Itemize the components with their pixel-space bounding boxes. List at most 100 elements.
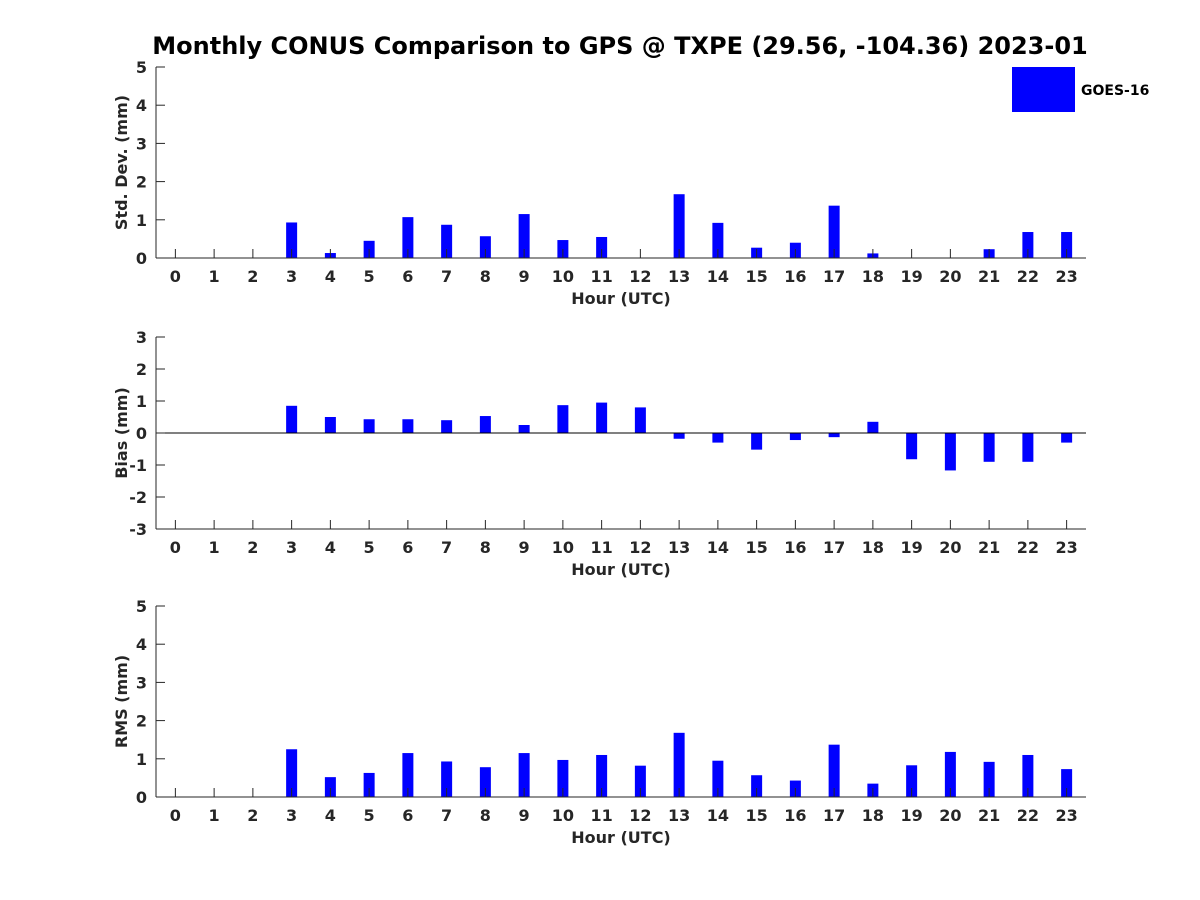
x-tick-label-13: 13: [668, 267, 690, 286]
bar-hour-17: [828, 433, 840, 438]
x-tick-label-22: 22: [1017, 267, 1039, 286]
x-tick-label-19: 19: [900, 267, 922, 286]
bar-hour-14: [712, 760, 724, 797]
bar-hour-6: [402, 217, 414, 258]
x-tick-label-17: 17: [823, 806, 845, 825]
x-tick-label-12: 12: [629, 267, 651, 286]
chart-title: Monthly CONUS Comparison to GPS @ TXPE (…: [152, 32, 1087, 60]
y-tick-label: 3: [136, 673, 147, 692]
x-tick-label-20: 20: [939, 267, 961, 286]
bar-hour-13: [673, 433, 685, 439]
y-tick-label: 0: [136, 249, 147, 268]
bar-hour-11: [596, 754, 608, 797]
bar-hour-16: [789, 433, 801, 441]
bar-hour-14: [712, 433, 724, 443]
legend: GOES-16: [1012, 67, 1149, 112]
bar-hour-10: [557, 759, 569, 797]
x-tick-label-4: 4: [325, 267, 336, 286]
x-tick-label-22: 22: [1017, 538, 1039, 557]
bar-hour-20: [944, 751, 956, 797]
bar-hour-11: [596, 402, 608, 433]
x-tick-label-14: 14: [707, 267, 729, 286]
x-tick-label-3: 3: [286, 806, 297, 825]
y-tick-label: 1: [136, 211, 147, 230]
x-tick-label-20: 20: [939, 806, 961, 825]
bar-hour-23: [1061, 769, 1073, 797]
y-tick-label: 2: [136, 712, 147, 731]
y-tick-label: 3: [136, 134, 147, 153]
x-tick-label-11: 11: [590, 806, 612, 825]
bar-hour-7: [441, 761, 453, 797]
x-tick-label-17: 17: [823, 267, 845, 286]
bar-hour-3: [286, 749, 298, 797]
x-tick-label-8: 8: [480, 267, 491, 286]
bar-hour-14: [712, 222, 724, 258]
x-tick-label-21: 21: [978, 267, 1000, 286]
x-tick-label-23: 23: [1055, 538, 1077, 557]
y-tick-label: -2: [129, 488, 147, 507]
x-tick-label-18: 18: [862, 806, 884, 825]
x-tick-label-14: 14: [707, 538, 729, 557]
x-axis-label: Hour (UTC): [571, 289, 671, 308]
x-tick-label-2: 2: [247, 806, 258, 825]
x-tick-label-15: 15: [745, 806, 767, 825]
bar-hour-4: [324, 777, 336, 797]
x-tick-label-16: 16: [784, 538, 806, 557]
x-tick-label-8: 8: [480, 806, 491, 825]
panel-3: 0 1 2 3 4 5 6 7 8 9 10 11 12 13 14 15 16 17 18 19 20 21 22 2301…: [112, 597, 1086, 847]
bar-hour-10: [557, 405, 569, 433]
x-tick-label-5: 5: [364, 267, 375, 286]
bar-hour-17: [828, 744, 840, 797]
x-tick-label-6: 6: [402, 806, 413, 825]
x-tick-label-23: 23: [1055, 806, 1077, 825]
bar-hour-8: [479, 767, 491, 797]
x-tick-label-13: 13: [668, 806, 690, 825]
y-axis-label: RMS (mm): [112, 655, 131, 748]
bar-hour-13: [673, 732, 685, 797]
y-tick-label: 3: [136, 328, 147, 347]
y-tick-label: 0: [136, 424, 147, 443]
bar-hour-22: [1022, 433, 1034, 462]
bar-hour-23: [1061, 433, 1073, 443]
x-tick-label-9: 9: [519, 806, 530, 825]
x-tick-label-12: 12: [629, 806, 651, 825]
x-tick-label-19: 19: [900, 806, 922, 825]
bar-hour-7: [441, 420, 453, 433]
bar-hour-11: [596, 236, 608, 258]
x-tick-label-21: 21: [978, 538, 1000, 557]
x-tick-label-7: 7: [441, 267, 452, 286]
x-tick-label-15: 15: [745, 538, 767, 557]
x-tick-label-0: 0: [170, 538, 181, 557]
bar-hour-5: [363, 419, 375, 433]
bar-hour-12: [634, 407, 646, 433]
bar-hour-21: [983, 433, 995, 462]
x-tick-label-5: 5: [364, 538, 375, 557]
bar-hour-8: [479, 236, 491, 258]
bar-hour-20: [944, 433, 956, 471]
x-tick-label-14: 14: [707, 806, 729, 825]
x-tick-label-0: 0: [170, 267, 181, 286]
x-tick-label-19: 19: [900, 538, 922, 557]
x-tick-label-10: 10: [552, 538, 574, 557]
bar-hour-5: [363, 772, 375, 797]
x-tick-label-9: 9: [519, 538, 530, 557]
y-tick-label: 5: [136, 58, 147, 77]
legend-label-goes-16: GOES-16: [1081, 83, 1149, 99]
bar-hour-8: [479, 416, 491, 433]
bar-hour-9: [518, 753, 530, 797]
x-tick-label-3: 3: [286, 538, 297, 557]
x-tick-label-18: 18: [862, 267, 884, 286]
y-axis-label: Std. Dev. (mm): [112, 95, 131, 230]
y-tick-label: 2: [136, 360, 147, 379]
y-tick-label: -3: [129, 520, 147, 539]
x-tick-label-20: 20: [939, 538, 961, 557]
x-tick-label-12: 12: [629, 538, 651, 557]
x-axis-label: Hour (UTC): [571, 828, 671, 847]
x-tick-label-1: 1: [209, 267, 220, 286]
x-tick-label-3: 3: [286, 267, 297, 286]
y-tick-label: 1: [136, 750, 147, 769]
x-tick-label-15: 15: [745, 267, 767, 286]
x-tick-label-7: 7: [441, 806, 452, 825]
bar-hour-21: [983, 761, 995, 797]
x-tick-label-2: 2: [247, 538, 258, 557]
